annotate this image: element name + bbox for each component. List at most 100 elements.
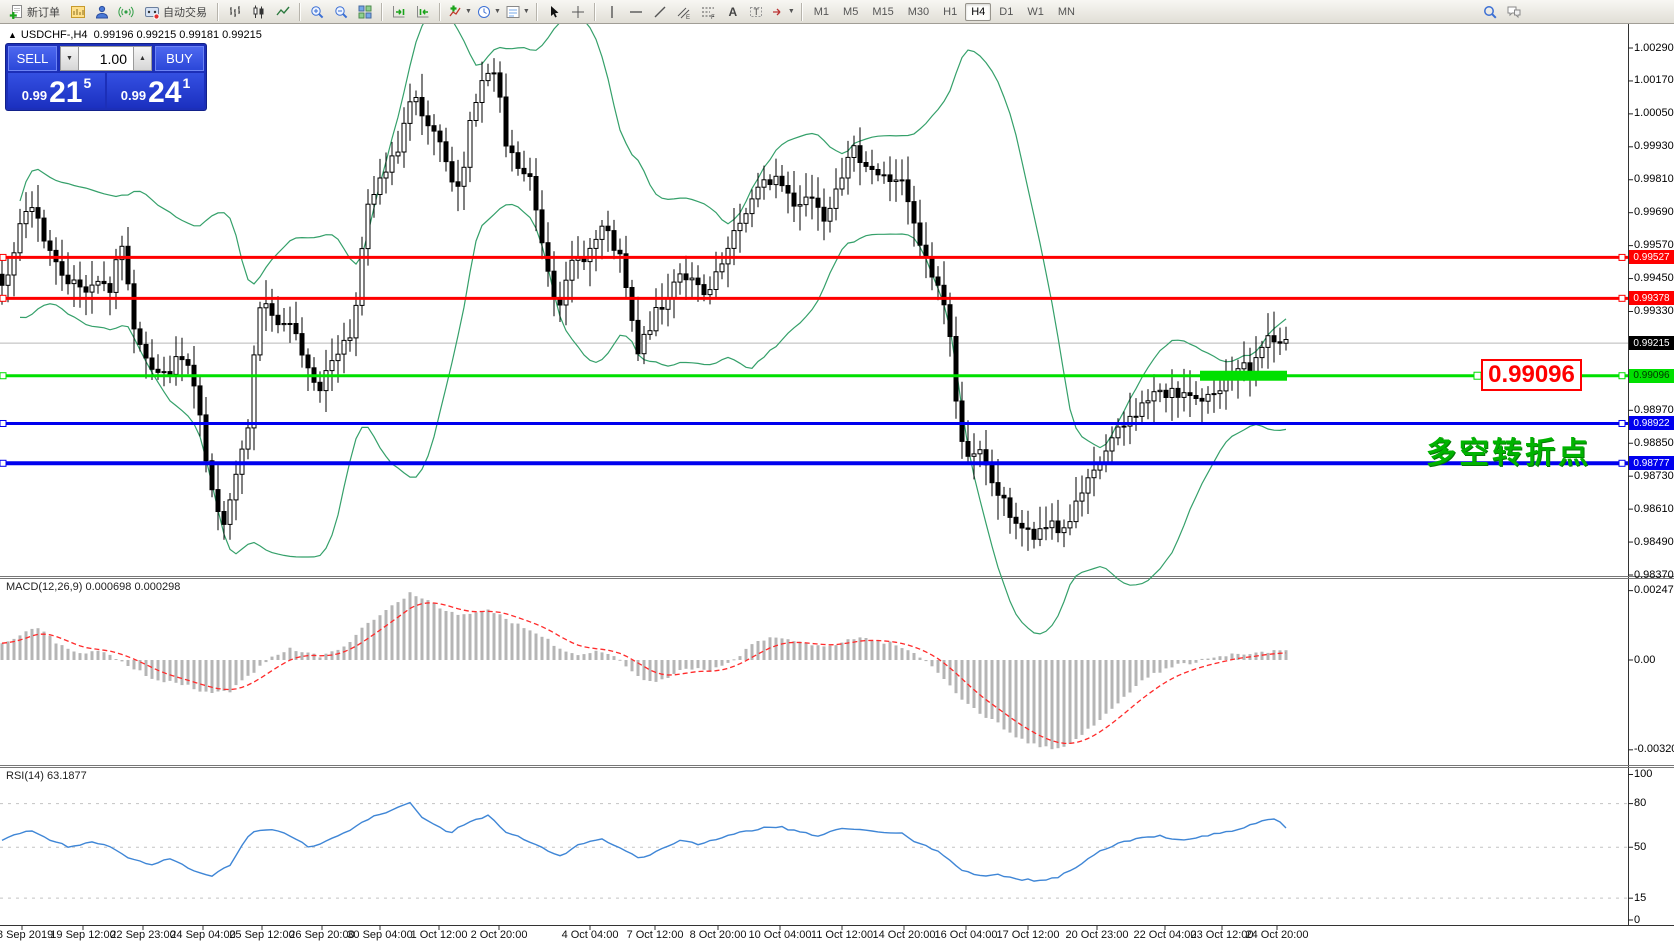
macd-signal-value: 0.000298 [134,581,181,593]
symbol-marker-icon: ▲ [8,30,17,40]
svg-text:A: A [728,5,737,19]
sell-price-small: 0.99 [21,88,48,103]
svg-text:T: T [753,7,759,17]
horizontal-line-tool[interactable] [625,1,647,23]
new-order-icon [9,4,22,19]
line-chart-mode-button[interactable] [272,1,294,23]
trendline-icon [654,6,666,17]
rsi-label: RSI(14) 63.1877 [6,770,87,782]
toolbar-right-group [1478,1,1526,23]
signal-icon [118,6,134,17]
tf-button-mn[interactable]: MN [1057,5,1075,18]
candlestick-mode-button[interactable] [248,1,270,23]
crosshair-button[interactable] [567,1,589,23]
cursor-button[interactable] [543,1,565,23]
chart-shift-button[interactable] [412,1,434,23]
candlestick-icon [253,5,264,18]
tf-button-w1[interactable]: W1 [1027,5,1044,18]
rsi-pane [1,801,1287,882]
signals-button[interactable] [115,1,137,23]
tile-windows-button[interactable] [354,1,376,23]
templates-button[interactable]: ▼ [504,1,531,23]
tf-button-d1[interactable]: D1 [999,5,1014,18]
bollinger-bands [19,8,1287,635]
tf-button-h4[interactable]: H4 [965,2,992,21]
zoom-in-button[interactable] [306,1,328,23]
volume-down-button[interactable]: ▼ [60,46,79,71]
community-button[interactable] [91,1,113,23]
separator [535,2,538,21]
search-button[interactable] [1479,1,1501,23]
buy-button[interactable]: BUY [155,46,204,71]
tf-button-h1[interactable]: H1 [943,5,958,18]
horizontal-line-icon [629,10,642,13]
indicators-icon [449,5,461,16]
text-tool[interactable]: A [721,1,743,23]
clock-icon [477,5,490,18]
one-click-trading-panel: SELL ▼ ▲ BUY 0.99 21 5 0.99 24 1 [6,44,206,110]
separator [217,2,219,21]
symbol-title: USDCHF-,H4 [20,29,88,41]
autotrading-button[interactable]: 自动交易 [139,1,212,23]
macd-label: MACD(12,26,9) 0.000698 0.000298 [6,581,181,593]
auto-scroll-icon [393,5,405,17]
chevron-down-icon: ▼ [522,8,530,15]
line-chart-icon [276,6,290,15]
candles [0,58,1289,551]
indicators-button[interactable]: ▼ [446,1,473,23]
arrows-tool[interactable]: ▼ [769,1,796,23]
arrow-shape-icon [772,8,781,15]
symbol-ohlc: 0.99196 0.99215 0.99181 0.99215 [93,29,262,41]
chevron-down-icon: ▼ [787,8,795,15]
macd-main-value: 0.000698 [85,581,132,593]
text-icon: A [728,5,737,19]
autotrading-icon [145,6,160,20]
zoom-in-icon [311,5,324,18]
timeframe-group: M1 M5 M15 M30 H1 H4 D1 W1 MN [807,2,1082,21]
autotrading-label: 自动交易 [163,6,207,19]
price-tag-object[interactable]: 0.99096 [1481,359,1582,391]
volume-input[interactable] [79,46,133,71]
sell-price-sup: 5 [83,75,92,91]
new-chart-button[interactable] [67,1,89,23]
horizontal-lines [0,253,1628,467]
auto-scroll-button[interactable] [388,1,410,23]
text-label-icon: T [749,6,762,17]
chevron-down-icon: ▼ [465,8,472,15]
tf-button-m5[interactable]: M5 [843,5,859,18]
vertical-line-tool[interactable] [601,1,623,23]
channel-tool[interactable]: E [673,1,695,23]
person-icon [95,5,109,18]
vertical-line-icon [611,5,613,18]
annotation-text-object[interactable]: 多空转折点 [1426,437,1591,470]
zoom-out-icon [335,5,348,18]
new-chart-icon [71,5,85,18]
sell-price[interactable]: 0.99 21 5 [8,73,105,108]
bar-chart-mode-button[interactable] [224,1,246,23]
sell-button[interactable]: SELL [8,46,57,71]
new-order-button[interactable]: 新订单 [3,1,65,23]
separator [800,2,803,21]
volume-up-button[interactable]: ▲ [133,46,152,71]
tile-windows-icon [358,5,372,18]
buy-price-small: 0.99 [120,88,147,103]
periods-button[interactable]: ▼ [475,1,502,23]
chat-button[interactable] [1503,1,1525,23]
macd-pane [0,592,1288,750]
zoom-out-button[interactable] [330,1,352,23]
bar-chart-icon [230,5,240,17]
tf-button-m1[interactable]: M1 [813,5,830,18]
svg-text:F: F [711,15,715,20]
text-label-tool[interactable]: T [745,1,767,23]
fibonacci-icon: F [701,7,715,20]
trendline-tool[interactable] [649,1,671,23]
buy-price[interactable]: 0.99 24 1 [107,73,204,108]
chat-icon [1507,6,1521,18]
separator [381,2,383,21]
search-icon [1484,5,1497,19]
fibonacci-tool[interactable]: F [697,1,719,23]
tf-button-m30[interactable]: M30 [907,5,930,18]
tf-button-m15[interactable]: M15 [872,5,894,18]
